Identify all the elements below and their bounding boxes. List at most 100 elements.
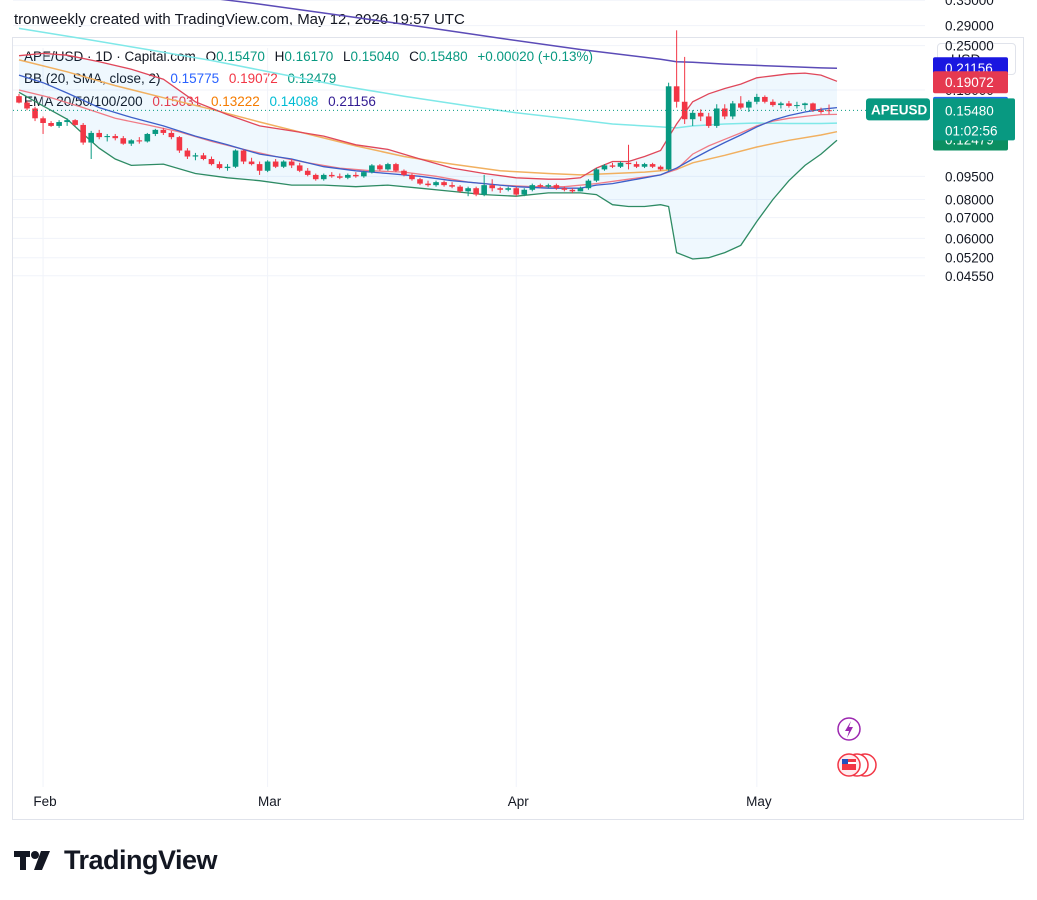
high-label: H — [274, 49, 285, 64]
candle — [369, 164, 375, 174]
candle-body — [48, 122, 54, 126]
candle — [144, 132, 151, 143]
candle — [577, 186, 584, 192]
candle-body — [256, 164, 263, 171]
candle — [401, 169, 407, 177]
candle — [296, 162, 303, 173]
change-value: +0.00020 (+0.13%) — [477, 49, 593, 64]
candle-body — [224, 166, 231, 169]
candle-body — [168, 132, 175, 138]
low-value: 0.15040 — [350, 49, 400, 64]
candle-body — [296, 165, 303, 171]
candle-body — [144, 133, 151, 142]
candle — [697, 109, 704, 122]
candle — [200, 152, 207, 161]
candle — [320, 173, 327, 181]
candle — [617, 161, 624, 169]
high-value: 0.16170 — [284, 49, 334, 64]
candle — [593, 168, 600, 183]
candle-body — [176, 137, 183, 151]
candle-body — [529, 185, 536, 190]
candle-body — [697, 112, 704, 117]
candle-body — [192, 155, 199, 157]
candle — [657, 165, 664, 171]
candle — [778, 101, 784, 109]
candle — [264, 160, 271, 173]
candle-body — [786, 103, 792, 106]
events-icons[interactable] — [837, 717, 877, 777]
candle — [433, 180, 439, 187]
candle-body — [585, 180, 592, 189]
candle-body — [657, 166, 664, 170]
tradingview-logo[interactable]: TradingView — [14, 843, 218, 877]
candle-body — [72, 120, 78, 125]
candle-body — [513, 188, 520, 195]
open-value: 0.15470 — [216, 49, 265, 64]
ema100-line — [18, 27, 838, 129]
y-tick-label: 0.05200 — [945, 251, 994, 266]
candle — [449, 182, 455, 189]
candle-body — [681, 101, 688, 120]
ema-label: EMA 20/50/100/200 — [24, 94, 143, 109]
candle-body — [729, 103, 736, 117]
chart-frame — [12, 37, 1024, 820]
candle — [377, 164, 383, 171]
bb-lower-line — [18, 91, 838, 260]
candle-body — [136, 140, 143, 142]
close-value: 0.15480 — [418, 49, 468, 64]
candle — [393, 162, 399, 173]
candle-body — [393, 164, 399, 171]
candle — [160, 127, 167, 136]
candle-body — [770, 101, 776, 106]
candle-body — [633, 164, 640, 167]
candle-body — [56, 122, 62, 126]
candle — [337, 173, 343, 180]
candle-body — [184, 150, 191, 157]
ema100-value: 0.14088 — [269, 94, 319, 109]
candle — [762, 95, 768, 104]
candle-body — [433, 182, 439, 186]
y-tick-label: 0.04550 — [945, 269, 994, 284]
candle — [649, 162, 656, 169]
candle — [240, 149, 247, 165]
candle-body — [802, 103, 808, 106]
candle — [681, 56, 688, 124]
candle — [208, 156, 215, 166]
bb-upper-line — [18, 52, 838, 180]
candle — [802, 102, 808, 110]
candle — [810, 102, 816, 112]
candle-body — [489, 185, 495, 189]
candle-body — [457, 186, 463, 192]
candle — [465, 186, 471, 197]
candle-body — [216, 164, 223, 169]
candle — [553, 183, 560, 190]
candle — [385, 162, 391, 171]
candle-body — [545, 185, 552, 187]
candle-body — [746, 101, 752, 108]
candle-body — [152, 129, 159, 134]
candle-body — [24, 102, 30, 109]
candle — [729, 100, 736, 120]
candle — [441, 180, 447, 187]
candle — [64, 118, 70, 126]
y-tick-label: 0.06000 — [945, 231, 994, 246]
candle — [489, 179, 495, 192]
candle — [786, 100, 792, 108]
candle — [128, 139, 135, 146]
candle — [80, 122, 86, 145]
symbol-title[interactable]: APE/USD · 1D · Capital.com — [24, 49, 196, 64]
countdown-text: 01:02:56 — [945, 123, 998, 138]
candle-body — [16, 96, 22, 103]
candle — [192, 152, 199, 161]
candle-body — [481, 185, 487, 195]
candle — [505, 186, 512, 192]
candle-body — [345, 174, 351, 178]
last-price-value: 0.15480 — [945, 103, 994, 118]
open-label: O — [205, 49, 217, 64]
candle-body — [320, 174, 327, 180]
candle-body — [762, 96, 768, 102]
candle-body — [304, 170, 311, 175]
candle-body — [337, 176, 343, 178]
x-tick-label: Feb — [33, 794, 56, 809]
